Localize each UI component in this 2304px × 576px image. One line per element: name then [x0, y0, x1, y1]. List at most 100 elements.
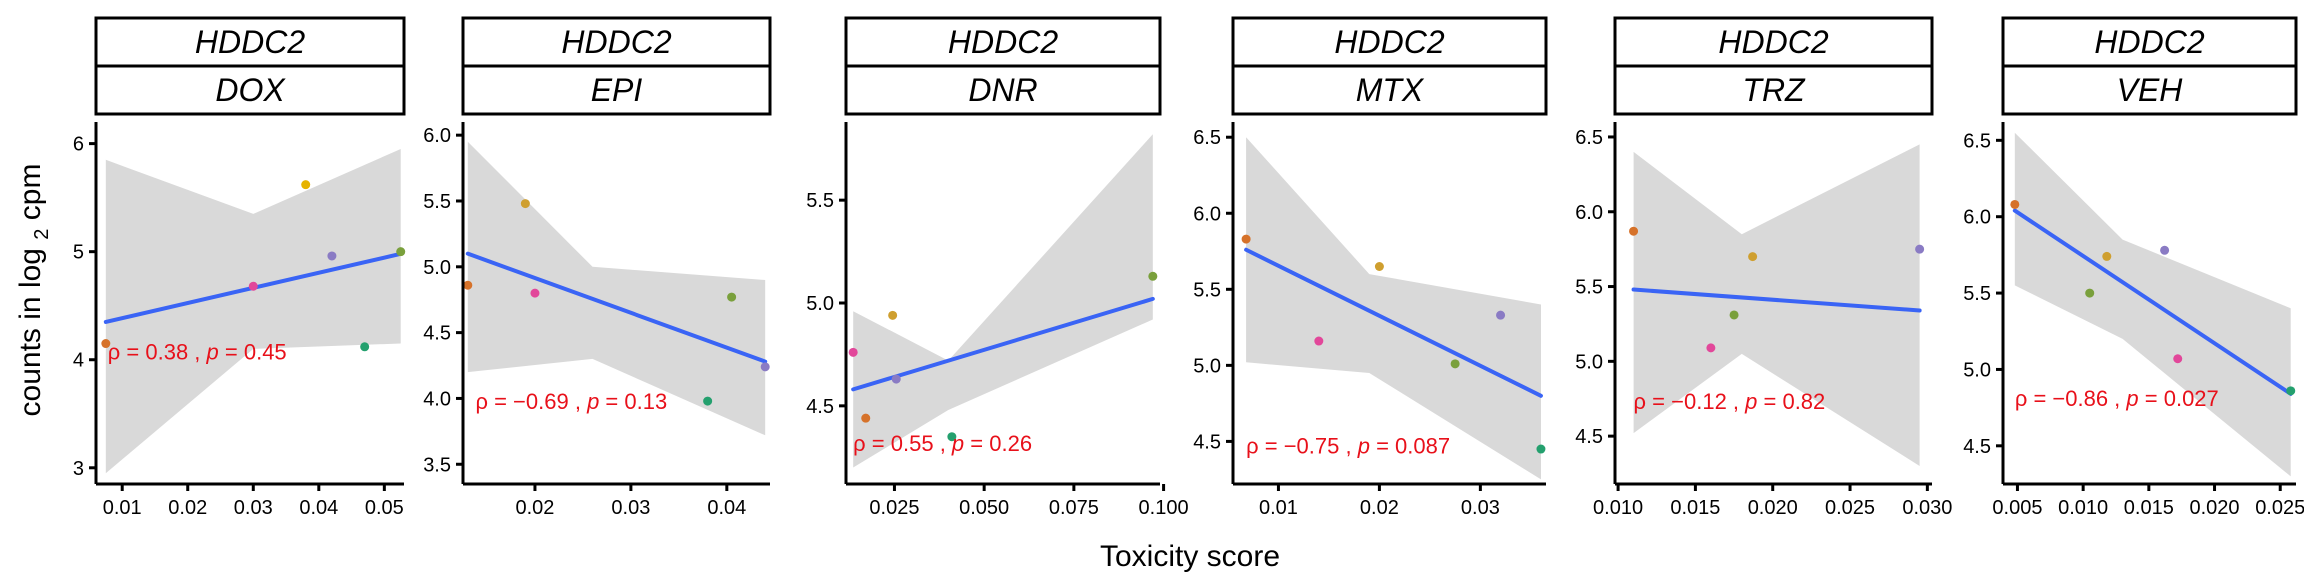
data-point — [248, 281, 258, 291]
data-point — [1706, 343, 1716, 353]
annotation-p-value: = 0.027 — [2139, 386, 2219, 411]
y-tick-label: 5.5 — [423, 191, 451, 213]
data-point — [1374, 261, 1384, 271]
annotation-p-symbol: p — [951, 431, 964, 456]
facet-strip-drug-label: TRZ — [1742, 72, 1806, 108]
data-point — [1148, 271, 1158, 281]
annotation-p-value: = 0.82 — [1757, 389, 1825, 414]
x-tick-label: 0.025 — [1825, 497, 1875, 519]
correlation-annotation: ρ = −0.75 , p = 0.087 — [1246, 434, 1450, 459]
facet-strip-gene-label: HDDC2 — [948, 24, 1058, 60]
data-point — [2085, 288, 2095, 298]
y-tick-label: 4.0 — [423, 388, 451, 410]
y-tick-label: 4 — [73, 350, 84, 372]
y-tick-label: 5.0 — [423, 257, 451, 279]
data-point — [888, 310, 898, 320]
y-tick-label: 4.5 — [1963, 436, 1991, 458]
data-point — [947, 432, 957, 442]
y-tick-label: 4.5 — [1575, 426, 1603, 448]
y-tick-label: 6.5 — [1575, 127, 1603, 149]
annotation-rho: ρ = 0.55 , — [853, 431, 952, 456]
facet-strip-drug-box — [2001, 64, 2298, 116]
y-tick-label: 5.5 — [1575, 277, 1603, 299]
data-point — [2010, 199, 2020, 209]
data-point — [101, 339, 111, 349]
y-tick-label: 5.0 — [806, 293, 834, 315]
facet-strip-drug-label: EPI — [591, 72, 643, 108]
data-point — [1450, 359, 1460, 369]
data-point — [301, 180, 311, 190]
x-tick-label: 0.010 — [1593, 497, 1643, 519]
x-tick-label: 0.01 — [103, 497, 142, 519]
facet-strip-drug-label: MTX — [1356, 72, 1425, 108]
data-point — [760, 362, 770, 372]
facet-panel-dnr: HDDC2 DNR ρ = 0.55 , p = 0.26 4.5 5.0 5.5 0.02… — [806, 16, 1189, 519]
facet-strip-gene-box — [1613, 16, 1934, 68]
y-tick-label: 6.0 — [423, 125, 451, 147]
confidence-band — [1633, 144, 1920, 466]
facet-panel-epi: HDDC2 EPI ρ = −0.69 , p = 0.13 3.5 4.0 4.5 5.0… — [423, 16, 772, 519]
facet-strip-drug-label: VEH — [2117, 72, 2184, 108]
facet-strip-gene-label: HDDC2 — [1334, 24, 1444, 60]
regression-line — [1244, 247, 1543, 398]
annotation-p-value: = 0.45 — [219, 340, 287, 365]
facet-strip-gene-label: HDDC2 — [1718, 24, 1828, 60]
x-tick-label: 0.100 — [1139, 497, 1189, 519]
y-tick-label: 3.5 — [423, 454, 451, 476]
facet-strip-drug-label: DNR — [968, 72, 1037, 108]
x-tick-label: 0.015 — [2124, 497, 2174, 519]
facet-panel-dox: HDDC2 DOX ρ = 0.38 , p = 0.45 3 4 5 6 0.01 0.02 0… — [73, 16, 406, 519]
confidence-band — [467, 141, 766, 436]
y-tick-label: 3 — [73, 458, 84, 480]
facet-strip-drug-box — [461, 64, 772, 116]
annotation-rho: ρ = −0.69 , — [475, 389, 587, 414]
annotation-rho: ρ = 0.38 , — [108, 340, 207, 365]
annotation-p-value: = 0.26 — [964, 431, 1032, 456]
y-tick-label: 4.5 — [423, 323, 451, 345]
y-tick-label: 5.0 — [1575, 351, 1603, 373]
facet-strip-drug-label: DOX — [215, 72, 286, 108]
facet-strip-drug-box — [844, 64, 1162, 116]
data-point — [1241, 234, 1251, 244]
facet-strip-gene-label: HDDC2 — [2094, 24, 2204, 60]
y-tick-label: 5.0 — [1963, 359, 1991, 381]
y-axis-title: counts in log 2 cpm — [14, 164, 55, 417]
correlation-annotation: ρ = 0.55 , p = 0.26 — [853, 431, 1032, 456]
data-point — [1629, 226, 1639, 236]
y-tick-label: 5.0 — [1193, 355, 1221, 377]
x-tick-label: 0.050 — [959, 497, 1009, 519]
y-tick-label: 5 — [73, 242, 84, 264]
annotation-p-symbol: p — [1357, 434, 1370, 459]
annotation-p-symbol: p — [2125, 386, 2138, 411]
facet-strip-gene-label: HDDC2 — [561, 24, 671, 60]
facet-panel-mtx: HDDC2 MTX ρ = −0.75 , p = 0.087 4.5 5.0 5.5 6.… — [1193, 16, 1548, 519]
y-tick-label: 5.5 — [1193, 279, 1221, 301]
x-tick-label: 0.025 — [869, 497, 919, 519]
data-point — [848, 347, 858, 357]
y-tick-label: 6.5 — [1963, 130, 1991, 152]
data-point — [2160, 245, 2170, 255]
x-tick-label: 0.025 — [2255, 497, 2304, 519]
x-tick-label: 0.030 — [1902, 497, 1952, 519]
regression-line — [851, 296, 1155, 392]
y-tick-label: 6.0 — [1575, 202, 1603, 224]
y-tick-label: 6.5 — [1193, 127, 1221, 149]
x-tick-label: 0.02 — [168, 497, 207, 519]
data-point — [1536, 444, 1546, 454]
y-axis-title-suffix: cpm — [14, 164, 47, 221]
annotation-rho: ρ = −0.75 , — [1246, 434, 1358, 459]
data-point — [2102, 251, 2112, 261]
data-point — [1748, 252, 1758, 262]
correlation-annotation: ρ = 0.38 , p = 0.45 — [108, 340, 287, 365]
data-point — [1496, 310, 1506, 320]
confidence-band — [853, 134, 1153, 468]
facet-strip-gene-box — [1231, 16, 1548, 68]
facet-panel-trz: HDDC2 TRZ ρ = −0.12 , p = 0.82 4.5 5.0 5.5 6.0… — [1575, 16, 1952, 519]
annotation-p-symbol: p — [1744, 389, 1757, 414]
data-point — [520, 199, 530, 209]
facet-strip-gene-box — [461, 16, 772, 68]
annotation-rho: ρ = −0.12 , — [1634, 389, 1746, 414]
regression-line — [1631, 287, 1922, 313]
